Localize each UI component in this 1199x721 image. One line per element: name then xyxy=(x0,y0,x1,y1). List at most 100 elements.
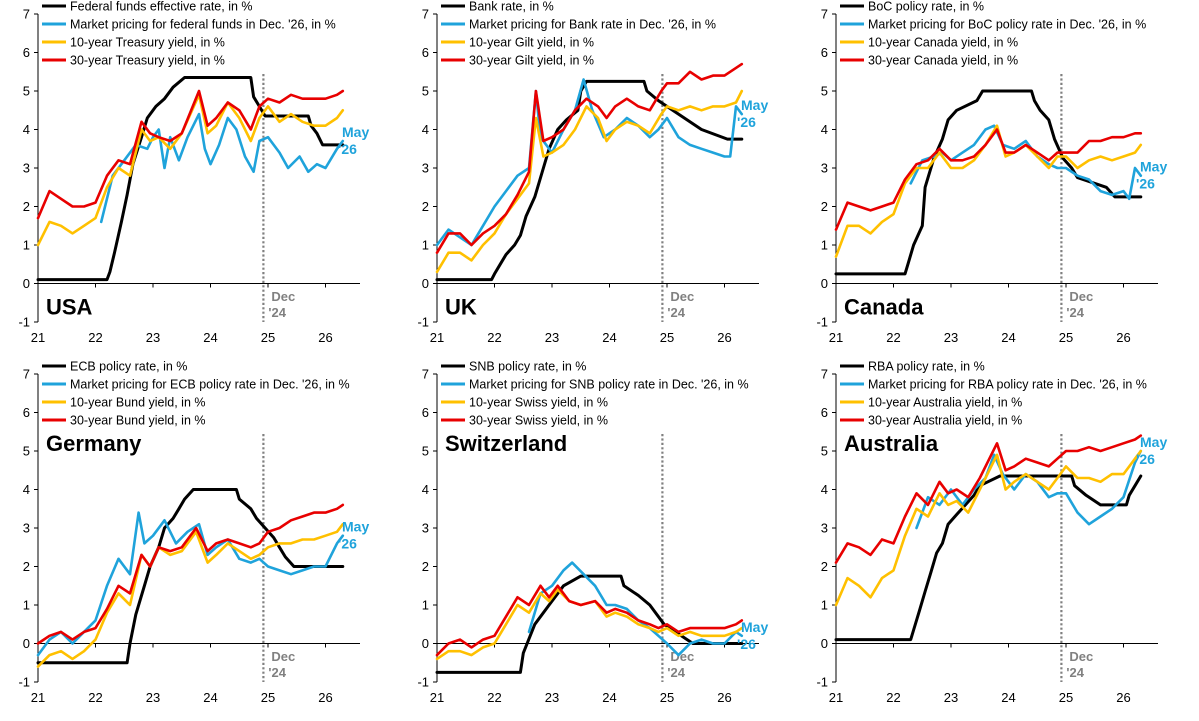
series-line-y10 xyxy=(36,522,345,668)
series-line-y10 xyxy=(435,89,744,274)
x-tick-label: 23 xyxy=(944,330,958,345)
legend-label-policy: BoC policy rate, in % xyxy=(868,0,984,14)
x-tick-label: 26 xyxy=(717,330,731,345)
y-tick-label: 5 xyxy=(422,444,429,459)
series-line-y30 xyxy=(36,503,345,645)
y-tick-label: 6 xyxy=(821,405,828,420)
x-tick-label: 23 xyxy=(545,330,559,345)
country-label-usa: USA xyxy=(46,294,93,319)
x-tick-label: 25 xyxy=(1059,330,1073,345)
y-tick-label: 1 xyxy=(23,598,30,613)
series-line-policy xyxy=(435,574,744,674)
x-tick-label: 26 xyxy=(318,330,332,345)
x-tick-label: 23 xyxy=(146,690,160,705)
x-tick-label: 25 xyxy=(261,330,275,345)
x-tick-label: 22 xyxy=(487,690,501,705)
may-26-label: '26 xyxy=(737,114,756,130)
x-tick-label: 26 xyxy=(318,690,332,705)
y-tick-label: 2 xyxy=(23,199,30,214)
legend-label-policy: Bank rate, in % xyxy=(469,0,554,14)
y-tick-label: 2 xyxy=(23,559,30,574)
series-line-policy xyxy=(36,488,345,665)
y-tick-label: 0 xyxy=(821,276,828,291)
legend-label-y30: 30-year Australia yield, in % xyxy=(868,414,1022,428)
y-tick-label: 7 xyxy=(23,367,30,382)
y-tick-label: 2 xyxy=(821,199,828,214)
series-line-y10 xyxy=(834,449,1143,607)
x-tick-label: 23 xyxy=(146,330,160,345)
dec-24-label: '24 xyxy=(667,665,685,680)
x-tick-label: 21 xyxy=(829,690,843,705)
y-tick-label: 5 xyxy=(23,84,30,99)
x-tick-label: 21 xyxy=(430,690,444,705)
y-tick-label: 0 xyxy=(23,276,30,291)
dec-24-label: Dec xyxy=(271,649,295,664)
y-tick-label: 0 xyxy=(422,276,429,291)
x-tick-label: 21 xyxy=(31,330,45,345)
y-tick-label: -1 xyxy=(816,675,828,690)
series-line-y30 xyxy=(834,434,1143,564)
series-line-market xyxy=(36,511,345,657)
y-tick-label: -1 xyxy=(18,315,30,330)
country-label-germany: Germany xyxy=(46,431,142,456)
legend-label-y10: 10-year Treasury yield, in % xyxy=(70,36,225,50)
y-tick-label: 2 xyxy=(422,199,429,214)
dec-24-label: Dec xyxy=(271,289,295,304)
x-tick-label: 24 xyxy=(203,690,217,705)
y-tick-label: 0 xyxy=(422,636,429,651)
y-tick-label: 4 xyxy=(23,482,30,497)
x-tick-label: 24 xyxy=(1001,330,1015,345)
y-tick-label: 4 xyxy=(422,122,429,137)
x-tick-label: 24 xyxy=(1001,690,1015,705)
y-tick-label: 3 xyxy=(821,521,828,536)
legend-label-y30: 30-year Bund yield, in % xyxy=(70,414,206,428)
x-tick-label: 24 xyxy=(602,690,616,705)
series-line-y10 xyxy=(834,124,1143,258)
y-tick-label: 4 xyxy=(422,482,429,497)
y-tick-label: 4 xyxy=(821,482,828,497)
x-tick-label: 24 xyxy=(203,330,217,345)
y-tick-label: 6 xyxy=(821,45,828,60)
legend-label-y10: 10-year Australia yield, in % xyxy=(868,396,1022,410)
y-tick-label: 2 xyxy=(422,559,429,574)
y-tick-label: -1 xyxy=(816,315,828,330)
y-tick-label: 5 xyxy=(821,84,828,99)
legend-label-market: Market pricing for Bank rate in Dec. '26… xyxy=(469,18,716,32)
dec-24-label: '24 xyxy=(1066,305,1084,320)
y-tick-label: 3 xyxy=(821,161,828,176)
country-label-australia: Australia xyxy=(844,431,939,456)
y-tick-label: 2 xyxy=(821,559,828,574)
country-label-canada: Canada xyxy=(844,294,924,319)
legend-label-market: Market pricing for RBA policy rate in De… xyxy=(868,378,1147,392)
series-line-market xyxy=(915,449,1143,530)
y-tick-label: 6 xyxy=(23,45,30,60)
y-tick-label: 0 xyxy=(821,636,828,651)
legend-label-y10: 10-year Swiss yield, in % xyxy=(469,396,608,410)
y-tick-label: 3 xyxy=(23,521,30,536)
y-tick-label: 4 xyxy=(23,122,30,137)
x-tick-label: 26 xyxy=(1116,690,1130,705)
series-line-policy xyxy=(36,76,345,282)
dec-24-label: Dec xyxy=(670,289,694,304)
may-26-label: '26 xyxy=(1136,451,1155,467)
y-tick-label: 1 xyxy=(821,238,828,253)
series-line-policy xyxy=(435,79,744,282)
series-line-y30 xyxy=(834,128,1143,231)
may-26-label: May xyxy=(1140,159,1167,175)
may-26-label: '26 xyxy=(338,536,357,552)
y-tick-label: 5 xyxy=(23,444,30,459)
y-tick-label: 6 xyxy=(23,405,30,420)
y-tick-label: 6 xyxy=(422,405,429,420)
x-tick-label: 26 xyxy=(1116,330,1130,345)
may-26-label: May xyxy=(1140,434,1167,450)
legend-label-y30: 30-year Swiss yield, in % xyxy=(469,414,608,428)
country-label-uk: UK xyxy=(445,294,477,319)
dec-24-label: '24 xyxy=(268,665,286,680)
y-tick-label: 5 xyxy=(422,84,429,99)
